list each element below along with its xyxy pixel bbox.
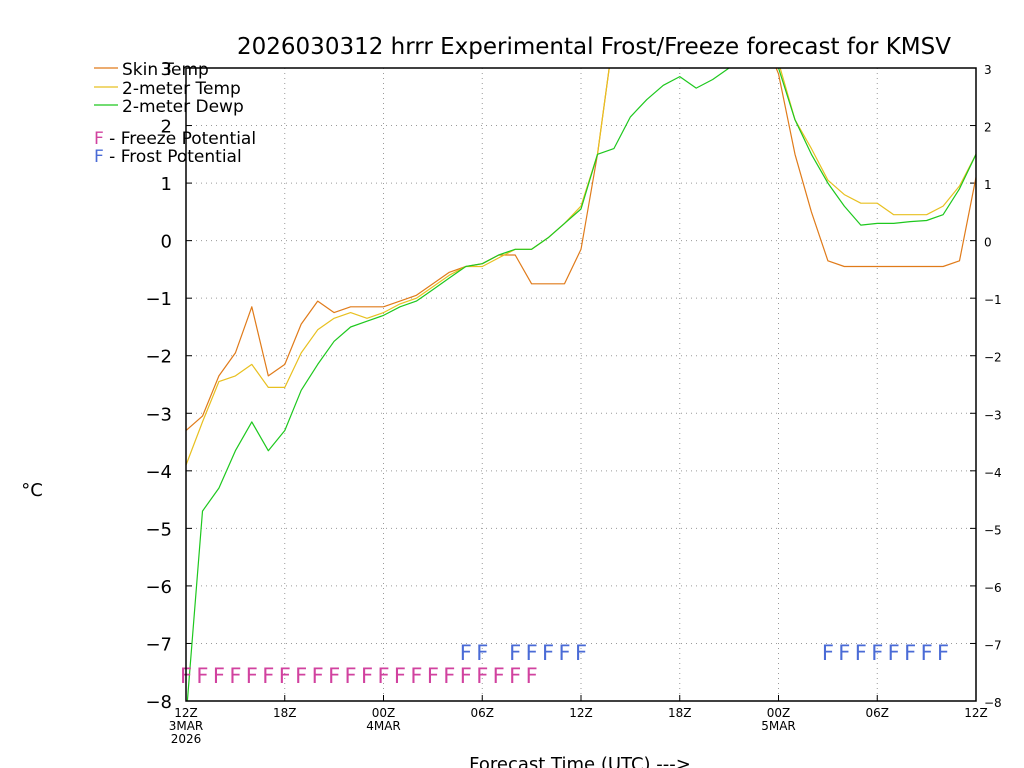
x-tick-date: 5MAR xyxy=(761,719,796,733)
frost-potential-flag: F xyxy=(855,641,867,665)
x-axis-label: Forecast Time (UTC) ---> xyxy=(469,754,691,768)
frost-potential-flag: F xyxy=(575,641,587,665)
y-tick-label-right: −3 xyxy=(984,408,1002,422)
y-tick-label-left: −4 xyxy=(145,462,172,483)
y-tick-label-left: 1 xyxy=(161,174,172,195)
frost-potential-flag: F xyxy=(871,641,883,665)
frost-potential-flag: F xyxy=(542,641,554,665)
freeze-potential-flag: F xyxy=(328,664,340,688)
chart-title: 2026030312 hrrr Experimental Frost/Freez… xyxy=(237,34,951,60)
legend-t2m-label: 2-meter Temp xyxy=(122,79,241,99)
series-skin-temp-line xyxy=(186,68,976,431)
y-tick-label-left: 2 xyxy=(161,117,172,138)
y-tick-label-left: −8 xyxy=(145,692,172,713)
legend-frost-letter: F xyxy=(94,147,104,167)
frost-potential-flag: F xyxy=(904,641,916,665)
y-tick-label-left: −1 xyxy=(145,289,172,310)
y-tick-label-left: −2 xyxy=(145,347,172,368)
legend-frost-text: - Frost Potential xyxy=(104,147,242,167)
freeze-potential-flag: F xyxy=(509,664,521,688)
frost-potential-flag: F xyxy=(558,641,570,665)
freeze-potential-flag: F xyxy=(443,664,455,688)
y-tick-label-right: −4 xyxy=(984,466,1002,480)
x-tick-label: 00Z xyxy=(372,706,396,720)
legend-freeze-letter: F xyxy=(94,129,104,149)
series-2-meter-dewp-line xyxy=(186,68,976,701)
freeze-potential-flag: F xyxy=(213,664,225,688)
legend-skin-label: Skin Temp xyxy=(122,60,209,80)
y-tick-label-left: −7 xyxy=(145,634,172,655)
x-tick-label: 06Z xyxy=(866,706,890,720)
frost-potential-flag: F xyxy=(838,641,850,665)
frost-potential-flag: F xyxy=(921,641,933,665)
x-tick-label: 18Z xyxy=(273,706,297,720)
frost-potential-flag: F xyxy=(460,641,472,665)
series-lines xyxy=(186,68,976,701)
freeze-potential-flag: F xyxy=(279,664,291,688)
y-tick-label-right: 1 xyxy=(984,178,992,192)
grid xyxy=(186,68,976,701)
freeze-potential-flag: F xyxy=(427,664,439,688)
freeze-potential-flag: F xyxy=(345,664,357,688)
freeze-potential-flag: F xyxy=(493,664,505,688)
freeze-potential-flag: F xyxy=(295,664,307,688)
y-tick-label-right: −8 xyxy=(984,696,1002,710)
y-tick-label-left: 0 xyxy=(161,232,172,253)
x-tick-year: 2026 xyxy=(171,732,202,746)
y-axis-label: °C xyxy=(21,480,43,501)
x-tick-label: 18Z xyxy=(668,706,692,720)
legend-freeze: F - Freeze Potential xyxy=(94,129,256,149)
y-tick-label-right: −7 xyxy=(984,638,1002,652)
freeze-potential-flag: F xyxy=(394,664,406,688)
y-tick-label-right: 2 xyxy=(984,121,992,135)
freeze-potential-flag: F xyxy=(246,664,258,688)
legend-dewp-label: 2-meter Dewp xyxy=(122,97,244,117)
freeze-potential-flag: F xyxy=(229,664,241,688)
y-tick-label-right: −2 xyxy=(984,351,1002,365)
y-tick-label-right: −5 xyxy=(984,523,1002,537)
y-tick-label-right: 0 xyxy=(984,236,992,250)
axis-ticks: −8 −8 −7 −7 −6 −6 −5 −5 −4 −4 −3 −3 −2 −2 −1 −1 0 0 1 1 2 2 3 3… xyxy=(145,59,1001,746)
y-tick-label-left: −6 xyxy=(145,577,172,598)
x-tick-label: 12Z xyxy=(174,706,198,720)
frost-potential-flag: F xyxy=(509,641,521,665)
legend: Skin Temp 2-meter Temp 2-meter Dewp F - … xyxy=(94,60,256,167)
freeze-potential-flag: F xyxy=(196,664,208,688)
y-tick-label-left: −3 xyxy=(145,404,172,425)
freeze-potential-flag: F xyxy=(410,664,422,688)
plot-frame xyxy=(185,67,977,702)
freeze-potential-flag: F xyxy=(526,664,538,688)
frost-potential-flag: F xyxy=(476,641,488,665)
x-tick-label: 12Z xyxy=(964,706,988,720)
frost-potential-flag: F xyxy=(526,641,538,665)
x-tick-date: 4MAR xyxy=(366,719,401,733)
frost-potential-flag: F xyxy=(822,641,834,665)
freeze-potential-flag: F xyxy=(262,664,274,688)
potential-flags: F F F F F F F F F F F F F F F F F F F F F FF F F F F F F F F F F F F F F xyxy=(180,641,949,688)
y-tick-label-right: 3 xyxy=(984,63,992,77)
freeze-potential-flag: F xyxy=(476,664,488,688)
y-tick-label-right: −1 xyxy=(984,293,1002,307)
freeze-potential-flag: F xyxy=(312,664,324,688)
freeze-potential-flag: F xyxy=(460,664,472,688)
x-tick-label: 00Z xyxy=(767,706,791,720)
legend-frost: F - Frost Potential xyxy=(94,147,242,167)
freeze-potential-flag: F xyxy=(361,664,373,688)
frost-potential-flag: F xyxy=(888,641,900,665)
y-tick-label-left: 3 xyxy=(161,59,172,80)
x-tick-date: 3MAR xyxy=(169,719,204,733)
y-tick-label-left: −5 xyxy=(145,519,172,540)
legend-freeze-text: - Freeze Potential xyxy=(104,129,256,149)
x-tick-label: 06Z xyxy=(471,706,495,720)
x-tick-label: 12Z xyxy=(569,706,593,720)
freeze-potential-flag: F xyxy=(377,664,389,688)
y-tick-label-right: −6 xyxy=(984,581,1002,595)
frost-potential-flag: F xyxy=(937,641,949,665)
